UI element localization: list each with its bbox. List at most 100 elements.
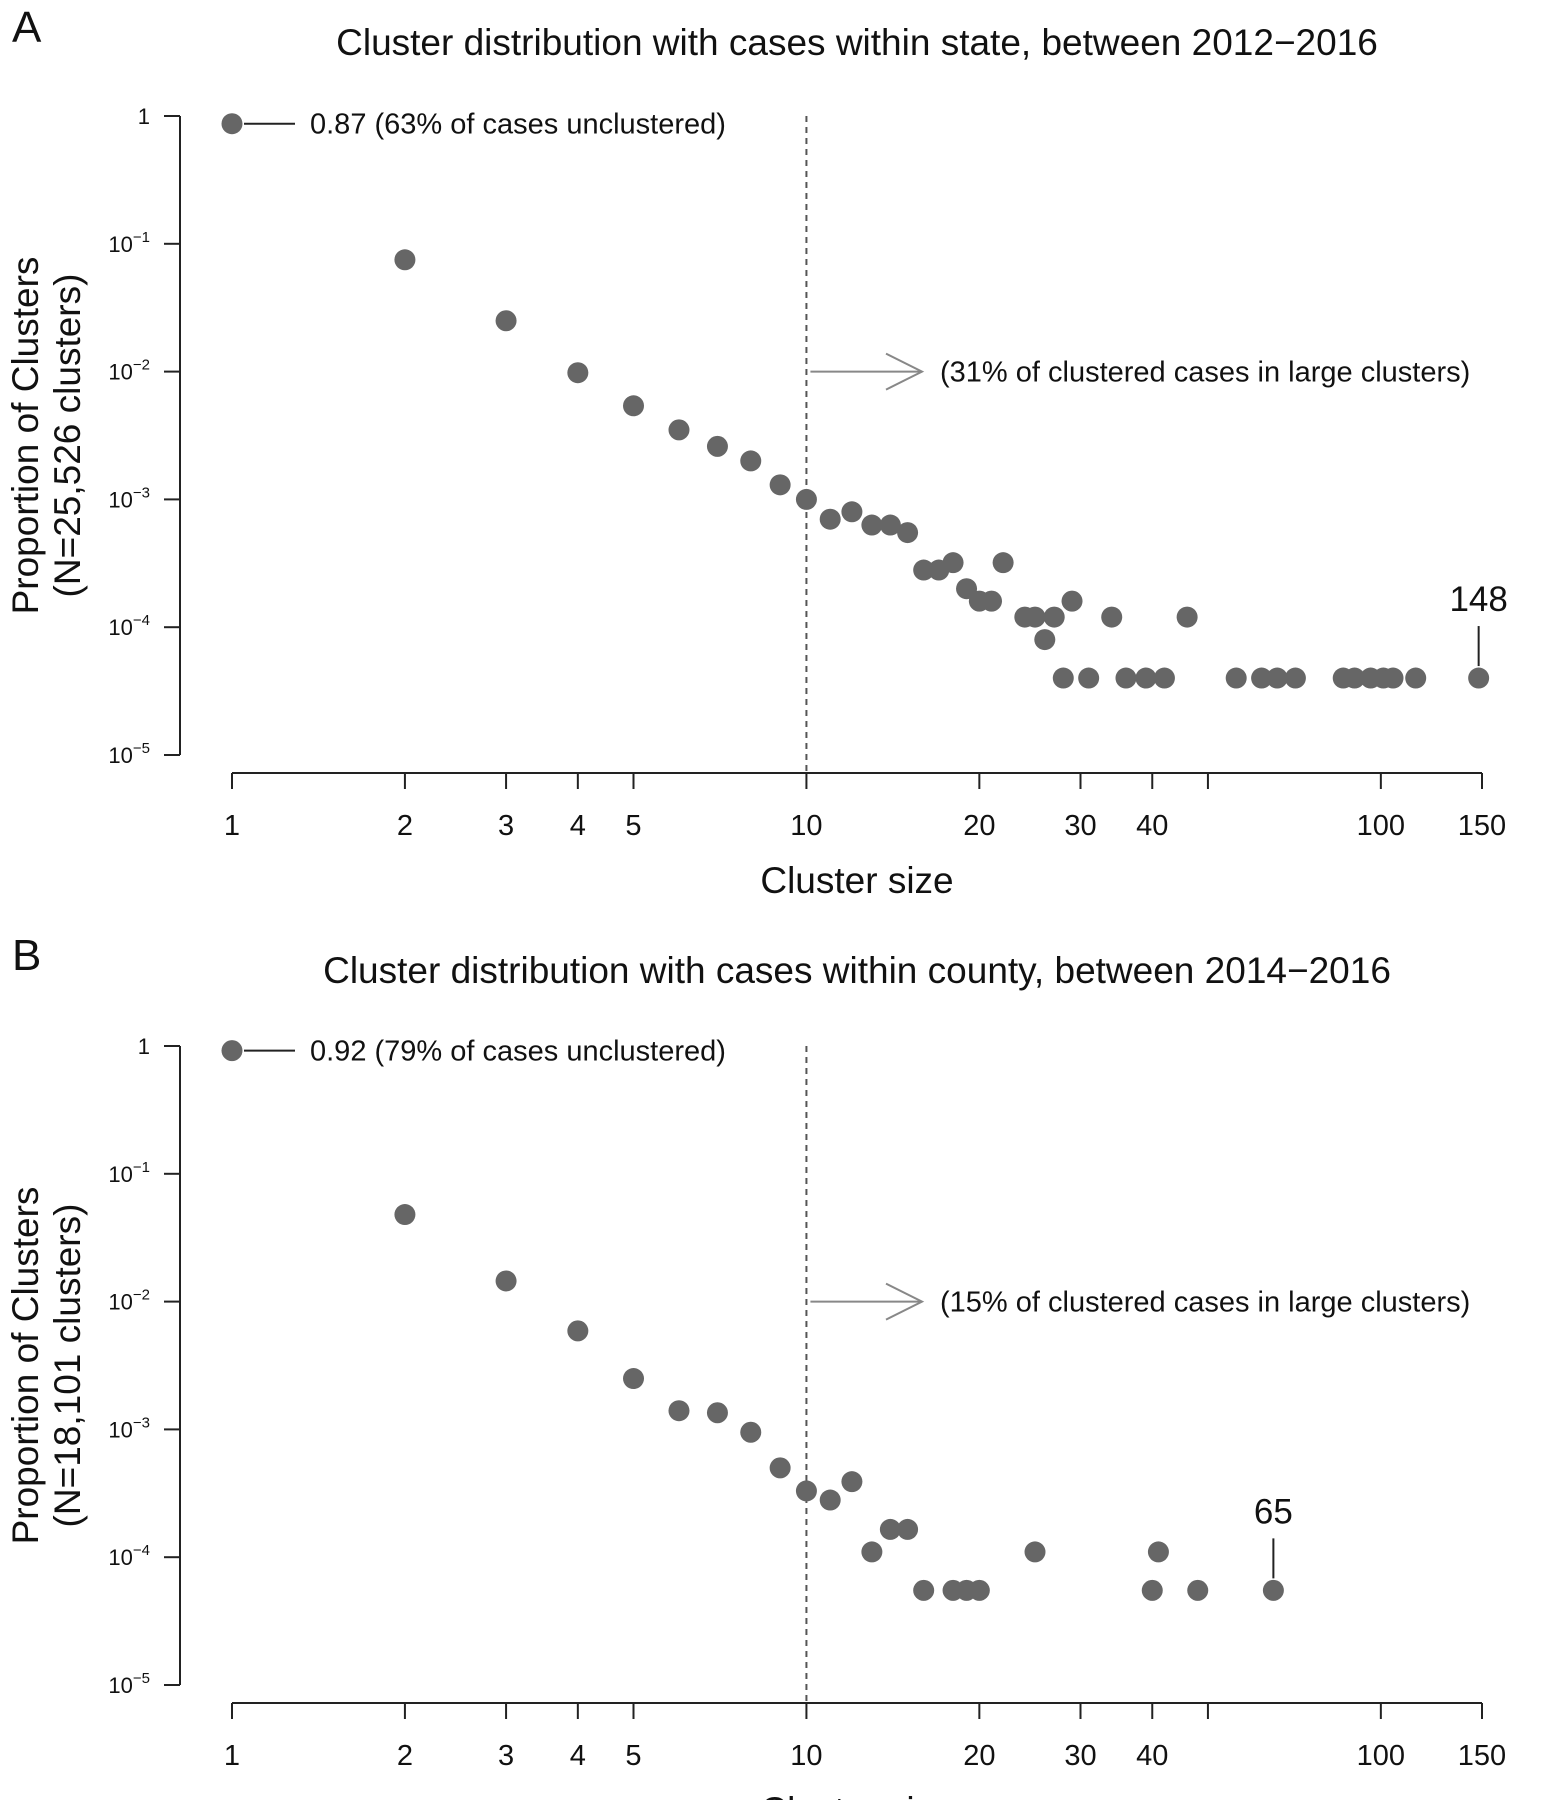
data-point [1115, 667, 1137, 689]
data-point [1382, 667, 1404, 689]
arrow-head [885, 352, 925, 391]
y-tick-exponent: −4 [133, 612, 150, 629]
data-point [861, 514, 883, 536]
unclustered-annotation: 0.92 (79% of cases unclustered) [310, 1036, 726, 1068]
data-point [1034, 629, 1056, 651]
data-point [942, 552, 964, 574]
data-point [706, 1402, 728, 1424]
y-tick-exponent: −5 [133, 740, 150, 757]
data-point [1153, 667, 1175, 689]
y-tick-label: 1 [138, 1034, 150, 1059]
data-point [1262, 1579, 1284, 1601]
y-tick-base: 10 [108, 615, 132, 640]
data-point [968, 1579, 990, 1601]
data-point [992, 552, 1014, 574]
y-tick-base: 10 [108, 232, 132, 257]
y-tick-base: 1 [138, 1034, 150, 1059]
data-point [819, 1489, 841, 1511]
data-point [567, 362, 589, 384]
data-point [495, 1270, 517, 1292]
y-tick-base: 10 [108, 1162, 132, 1187]
y-tick-base: 10 [108, 360, 132, 385]
y-tick-exponent: −3 [133, 484, 150, 501]
data-point [668, 1400, 690, 1422]
y-tick-base: 10 [108, 1417, 132, 1442]
data-point [394, 1204, 416, 1226]
x-axis-label: Cluster size [760, 860, 953, 901]
y-tick-base: 10 [108, 1673, 132, 1698]
data-point [1187, 1579, 1209, 1601]
y-tick-exponent: −4 [133, 1542, 150, 1559]
arrow-head [885, 1282, 925, 1321]
x-tick-label: 3 [498, 810, 514, 842]
x-tick-label: 2 [397, 810, 413, 842]
y-tick-exponent: −1 [133, 1159, 150, 1176]
x-tick-label: 5 [625, 1740, 641, 1772]
data-point [795, 488, 817, 510]
data-point [897, 1518, 919, 1540]
y-axis-label: Proportion of Clusters(N=25,526 clusters… [5, 257, 88, 615]
x-tick-label: 4 [570, 1740, 586, 1772]
y-tick-label: 10−4 [108, 1542, 150, 1570]
data-point [1147, 1541, 1169, 1563]
data-point [623, 1368, 645, 1390]
y-tick-base: 10 [108, 487, 132, 512]
unclustered-annotation: 0.87 (63% of cases unclustered) [310, 109, 726, 141]
data-point [769, 474, 791, 496]
large-cluster-annotation: (31% of clustered cases in large cluster… [940, 357, 1470, 389]
data-point [897, 522, 919, 544]
large-cluster-annotation: (15% of clustered cases in large cluster… [940, 1287, 1470, 1319]
data-point [795, 1480, 817, 1502]
data-point [913, 1579, 935, 1601]
data-point [819, 508, 841, 530]
chart-title: Cluster distribution with cases within c… [323, 950, 1391, 991]
data-point [1061, 590, 1083, 612]
chart-title: Cluster distribution with cases within s… [336, 22, 1378, 63]
data-point [841, 501, 863, 523]
y-tick-label: 10−3 [108, 1414, 150, 1442]
y-tick-exponent: −2 [133, 1287, 150, 1304]
x-tick-label: 100 [1357, 810, 1405, 842]
panel-letter: A [12, 3, 42, 52]
y-tick-label: 10−5 [108, 1670, 150, 1698]
x-tick-label: 2 [397, 1740, 413, 1772]
y-tick-base: 1 [138, 104, 150, 129]
data-point [1078, 667, 1100, 689]
data-point [1284, 667, 1306, 689]
data-point [1266, 667, 1288, 689]
data-point [221, 113, 243, 135]
data-point [841, 1471, 863, 1493]
data-point [1405, 667, 1427, 689]
y-axis-label-line2: (N=18,101 clusters) [47, 1204, 88, 1528]
x-tick-label: 20 [963, 810, 995, 842]
x-axis-label: Cluster size [760, 1790, 953, 1800]
data-point [495, 310, 517, 332]
data-point [394, 249, 416, 271]
max-cluster-label: 148 [1449, 580, 1507, 619]
data-point [740, 1421, 762, 1443]
x-tick-label: 10 [790, 1740, 822, 1772]
y-tick-label: 10−3 [108, 484, 150, 512]
data-point [221, 1040, 243, 1062]
x-tick-label: 40 [1136, 810, 1168, 842]
y-tick-base: 10 [108, 1290, 132, 1315]
x-tick-label: 4 [570, 810, 586, 842]
x-tick-label: 10 [790, 810, 822, 842]
y-axis-label-line1: Proportion of Clusters [5, 257, 46, 615]
data-point [706, 435, 728, 457]
y-tick-exponent: −1 [133, 229, 150, 246]
data-point [981, 590, 1003, 612]
y-axis-label-line1: Proportion of Clusters [5, 1187, 46, 1545]
y-tick-exponent: −3 [133, 1414, 150, 1431]
data-point [913, 559, 935, 581]
y-tick-label: 10−1 [108, 1159, 150, 1187]
data-point [1468, 667, 1490, 689]
data-point [1024, 1541, 1046, 1563]
panel-letter: B [12, 931, 41, 980]
data-point [1176, 606, 1198, 628]
x-tick-label: 40 [1136, 1740, 1168, 1772]
x-tick-label: 30 [1064, 810, 1096, 842]
x-tick-label: 30 [1064, 1740, 1096, 1772]
data-point [1344, 667, 1366, 689]
